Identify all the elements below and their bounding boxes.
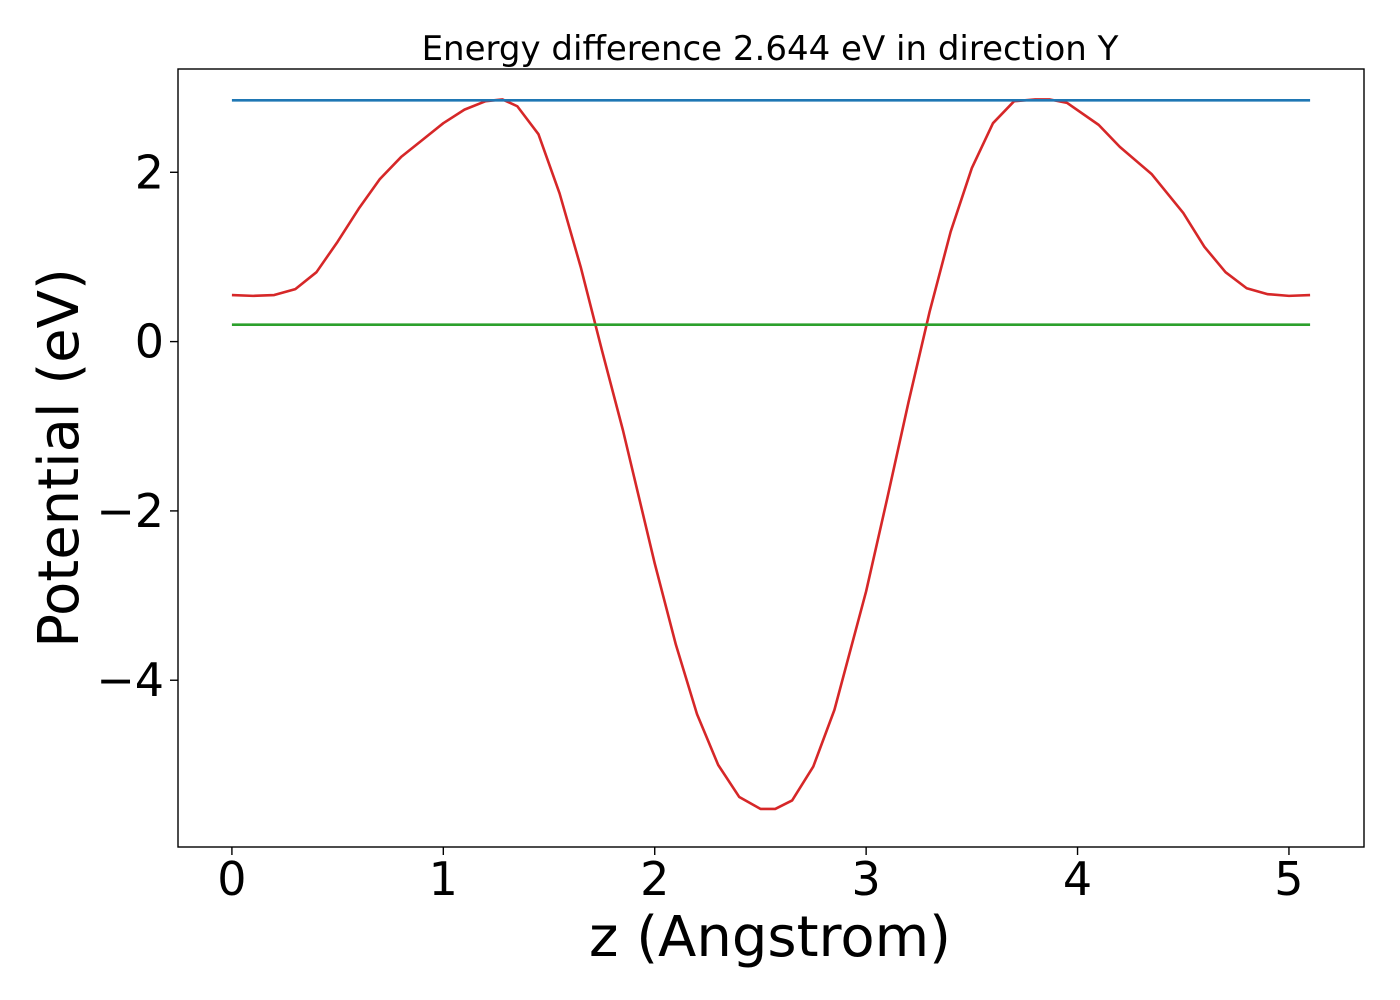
chart-title: Energy difference 2.644 eV in direction … [422,29,1119,69]
y-axis: 2 0 −2 −4 [96,145,178,707]
y-tick-label: −4 [96,653,164,707]
y-tick-label: 0 [135,315,164,369]
x-tick-label: 1 [429,852,458,906]
x-tick-label: 5 [1274,852,1303,906]
x-axis-label: z (Angstrom) [589,905,951,970]
y-tick-label: −2 [96,484,164,538]
plot-area [231,98,1311,811]
y-axis-label: Potential (eV) [27,268,92,648]
x-tick-label: 0 [217,852,246,906]
y-tick-label: 2 [135,145,164,199]
x-tick-label: 2 [640,852,669,906]
x-tick-label: 3 [851,852,880,906]
potential-curve [231,98,1311,811]
x-axis: 0 1 2 3 4 5 [217,847,1304,906]
x-tick-label: 4 [1063,852,1092,906]
plot-frame [177,68,1365,848]
